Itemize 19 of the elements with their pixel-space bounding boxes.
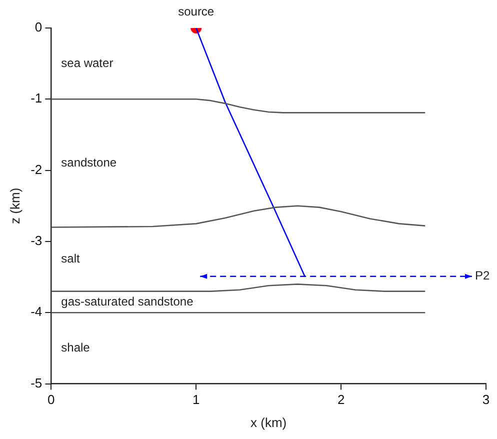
annotation: P2 — [475, 268, 490, 283]
x-tick-label: 0 — [48, 392, 55, 408]
y-tick-label: 0 — [34, 20, 42, 35]
annotation: shale — [61, 340, 90, 355]
x-tick-label: 1 — [192, 392, 200, 408]
series-label: source — [178, 4, 214, 18]
y-tick-label: -1 — [30, 90, 42, 106]
y-tick-label: -2 — [30, 162, 42, 177]
x-axis-title: x (km) — [250, 414, 287, 430]
x-tick-label: 3 — [482, 392, 490, 408]
y-tick-label: -3 — [30, 233, 42, 248]
annotation: gas-saturated sandstone — [61, 294, 194, 308]
annotation: sea water — [61, 56, 114, 70]
annotation: salt — [61, 252, 80, 266]
y-axis-title: z (km) — [7, 188, 22, 224]
y-tick-label: -4 — [30, 304, 42, 320]
y-tick-label: -5 — [30, 375, 42, 390]
annotation: sandstone — [61, 156, 117, 170]
x-tick-label: 2 — [337, 392, 345, 408]
